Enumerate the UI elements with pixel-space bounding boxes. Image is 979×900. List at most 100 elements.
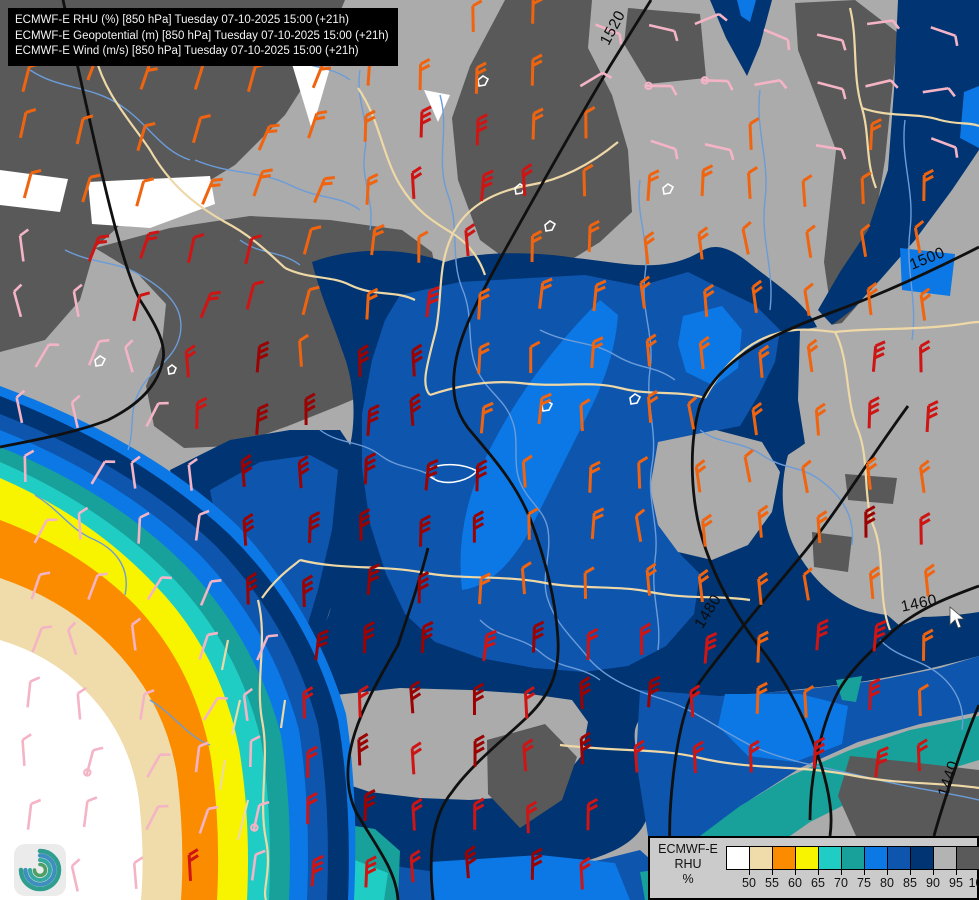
- legend-swatch-50: [727, 847, 750, 869]
- wind-barb-icon: [801, 174, 813, 208]
- wind-barb-icon: [132, 856, 144, 890]
- wind-barb-icon: [139, 230, 160, 259]
- wind-barb-icon: [692, 740, 705, 774]
- wind-barb-icon: [582, 163, 594, 197]
- wind-barb-icon: [538, 277, 553, 309]
- wind-barb-icon: [930, 26, 959, 47]
- wind-barb-icon: [643, 231, 655, 265]
- wind-barb-icon: [77, 506, 89, 540]
- wind-barb-icon: [477, 341, 490, 374]
- legend-tick: [910, 870, 911, 875]
- wind-barb-icon: [370, 223, 385, 256]
- wind-barb-icon: [418, 57, 431, 91]
- legend-swatch-70: [819, 847, 842, 869]
- legend-tick: [933, 870, 934, 875]
- legend-tick: [864, 870, 865, 875]
- wind-barb-icon: [930, 137, 959, 158]
- wind-barb-icon: [313, 176, 336, 204]
- spiral-icon: [18, 848, 62, 892]
- wind-barb-icon: [522, 738, 534, 772]
- legend-swatch-75: [842, 847, 865, 869]
- wind-barb-icon: [806, 338, 819, 373]
- wind-barb-icon: [472, 510, 485, 543]
- rhu-region-white: [424, 90, 450, 122]
- wind-barb-icon: [748, 117, 760, 150]
- wind-barb-icon: [814, 402, 827, 436]
- rhu-region-dark: [812, 532, 852, 572]
- wind-barb-icon: [34, 343, 60, 368]
- legend-swatch-65: [796, 847, 819, 869]
- legend-tick-label: 50: [742, 876, 756, 890]
- legend-tick-label: 55: [765, 876, 779, 890]
- wind-barb-icon: [364, 855, 377, 888]
- wind-barb-icon: [365, 287, 379, 320]
- rhu-region-bright: [960, 86, 979, 148]
- wind-barb-icon: [75, 114, 94, 145]
- wind-barb-icon: [255, 340, 270, 373]
- legend-tick: [749, 870, 750, 875]
- wind-barb-icon: [409, 392, 422, 426]
- wind-barb-icon: [255, 403, 269, 435]
- wind-barb-icon: [199, 290, 222, 319]
- wind-barb-icon: [425, 285, 440, 318]
- wind-barb-icon: [521, 163, 533, 197]
- wind-barb-icon: [474, 61, 487, 94]
- wind-barb-icon: [694, 459, 707, 493]
- rhu-region-dark: [0, 0, 345, 352]
- legend-swatch-90: [911, 847, 934, 869]
- wind-barb-icon: [366, 404, 380, 436]
- wind-barb-icon: [357, 684, 370, 718]
- wind-barb-icon: [363, 452, 377, 485]
- wind-barb-icon: [645, 562, 657, 596]
- wind-barb-icon: [302, 686, 314, 719]
- wind-barb-layer: [12, 0, 959, 892]
- wind-barb-icon: [409, 849, 421, 883]
- wind-barb-icon: [801, 459, 812, 494]
- wind-barb-icon: [922, 86, 956, 98]
- wind-barb-icon: [815, 144, 847, 160]
- rhu-region-dark: [624, 8, 706, 84]
- rhu-region-dark: [452, 0, 632, 268]
- wind-barb-icon: [523, 686, 536, 719]
- legend-tick-label: 80: [880, 876, 894, 890]
- wind-barb-icon: [703, 283, 715, 317]
- wind-barb-icon: [194, 509, 210, 541]
- wind-barb-icon: [301, 574, 314, 608]
- rhu-region-dark: [838, 756, 979, 836]
- wind-barb-icon: [925, 400, 939, 432]
- wind-barb-icon: [590, 507, 605, 540]
- rhu-color-legend: ECMWF-E RHU % 50 55 60 65 70 75 80 85 90 95 100: [648, 836, 979, 900]
- wind-barb-icon: [865, 456, 878, 490]
- wind-barb-icon: [758, 344, 770, 378]
- wind-barb-icon: [359, 508, 371, 541]
- wind-barb-icon: [464, 845, 477, 879]
- wind-barb-icon: [250, 800, 270, 832]
- map-title-geopotential: ECMWF-E Geopotential (m) [850 hPa] Tuesd…: [15, 29, 389, 42]
- wind-barb-icon: [916, 738, 929, 772]
- legend-swatch-55: [750, 847, 773, 869]
- wind-barb-icon: [583, 566, 595, 599]
- wind-barb-icon: [805, 224, 816, 258]
- wind-barb-icon: [697, 226, 709, 260]
- wind-barb-icon: [482, 629, 497, 661]
- wind-barb-icon: [592, 279, 607, 312]
- wind-barb-icon: [22, 168, 42, 199]
- wind-barb-icon: [579, 731, 592, 765]
- weather-service-spiral-logo[interactable]: [13, 843, 67, 897]
- wind-barb-icon: [363, 109, 376, 142]
- wind-barb-icon: [584, 106, 596, 139]
- wind-barb-icon: [751, 279, 763, 314]
- wind-barb-icon: [187, 233, 205, 264]
- legend-swatch-95: [934, 847, 957, 869]
- wind-barb-icon: [249, 735, 261, 768]
- legend-tick-label: 85: [903, 876, 917, 890]
- wind-barb-icon: [473, 734, 485, 767]
- rhu-region-tealdark: [700, 716, 979, 836]
- wind-barb-icon: [187, 457, 198, 491]
- wind-barb-icon: [473, 797, 485, 830]
- wind-barb-icon: [26, 676, 41, 708]
- wind-barb-icon: [650, 139, 679, 160]
- wind-barb-icon: [136, 122, 156, 152]
